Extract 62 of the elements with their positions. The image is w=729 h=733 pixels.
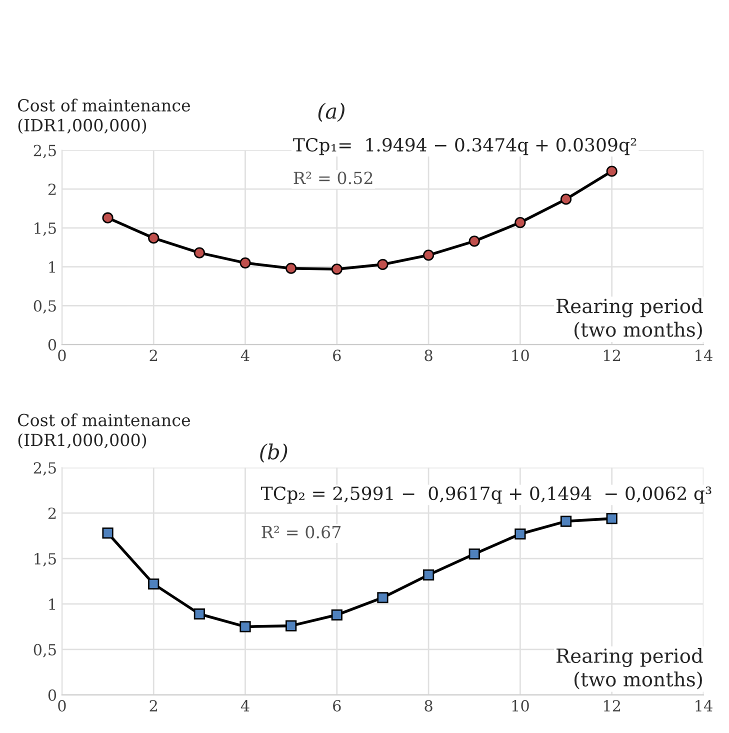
- annotation: TCp₁= 1.9494 − 0.3474q + 0.0309q²: [293, 138, 636, 156]
- y-tick-label: 1,5: [34, 553, 56, 566]
- x-tick-label: 6: [333, 700, 341, 712]
- y-tick-label: 0,5: [34, 644, 56, 658]
- x-tick-label: 6: [333, 350, 341, 362]
- point: [514, 216, 526, 228]
- y-tick-label: 1: [49, 598, 55, 610]
- point: [240, 621, 251, 632]
- point: [468, 548, 480, 560]
- x-tick-label: 12: [604, 350, 620, 361]
- point: [148, 578, 160, 590]
- point: [377, 592, 388, 604]
- x-axis-title: Rearing period (two months): [556, 298, 703, 340]
- point: [286, 620, 297, 632]
- chart-title: (a): [318, 102, 344, 122]
- point: [194, 608, 205, 620]
- y-tick-label: 0: [48, 338, 56, 351]
- x-tick-label: 10: [512, 350, 529, 362]
- point: [514, 528, 526, 540]
- x-tick-label: 0: [58, 700, 66, 712]
- point: [560, 516, 572, 527]
- x-tick-label: 10: [512, 700, 529, 712]
- x-tick-label: 14: [696, 700, 712, 712]
- x-tick-label: 8: [424, 350, 432, 362]
- point: [560, 194, 572, 205]
- y-tick-label: 0: [48, 689, 56, 701]
- y-tick-label: 0,5: [34, 300, 56, 314]
- point: [102, 528, 114, 539]
- point: [286, 262, 297, 274]
- annotation: R² = 0.52: [294, 172, 372, 184]
- point: [194, 247, 205, 258]
- x-tick-label: 12: [604, 700, 620, 712]
- chart-title: (b): [260, 443, 288, 463]
- x-tick-label: 8: [424, 700, 432, 712]
- x-tick-label: 4: [240, 350, 250, 361]
- point: [148, 232, 160, 244]
- x-tick-label: 4: [240, 700, 250, 712]
- y-tick-label: 2,5: [34, 462, 56, 476]
- point: [606, 513, 618, 524]
- point: [468, 236, 480, 247]
- point: [240, 257, 251, 268]
- annotation: TCp₂ = 2,5991 − 0,9617q + 0,1494 − 0,0062 q³: [261, 486, 712, 504]
- y-tick-label: 2: [48, 184, 56, 195]
- x-tick-label: 0: [58, 350, 66, 362]
- y-axis-title: Cost of maintenance (IDR1,000,000): [18, 98, 190, 134]
- y-tick-label: 2: [48, 508, 56, 519]
- point: [422, 569, 434, 580]
- y-tick-label: 1,5: [34, 222, 56, 236]
- y-tick-label: 1: [49, 261, 55, 273]
- y-tick-label: 2,5: [34, 144, 56, 158]
- point: [331, 609, 342, 620]
- point: [606, 166, 618, 177]
- x-tick-label: 2: [150, 700, 157, 712]
- x-tick-label: 14: [696, 350, 712, 361]
- y-axis-title: Cost of maintenance (IDR1,000,000): [18, 413, 190, 449]
- point: [422, 250, 434, 261]
- x-axis-title: Rearing period (two months): [556, 648, 703, 690]
- point: [377, 258, 388, 270]
- annotation: R² = 0.67: [262, 526, 341, 538]
- point: [102, 212, 114, 224]
- x-tick-label: 2: [150, 350, 157, 361]
- point: [331, 264, 342, 275]
